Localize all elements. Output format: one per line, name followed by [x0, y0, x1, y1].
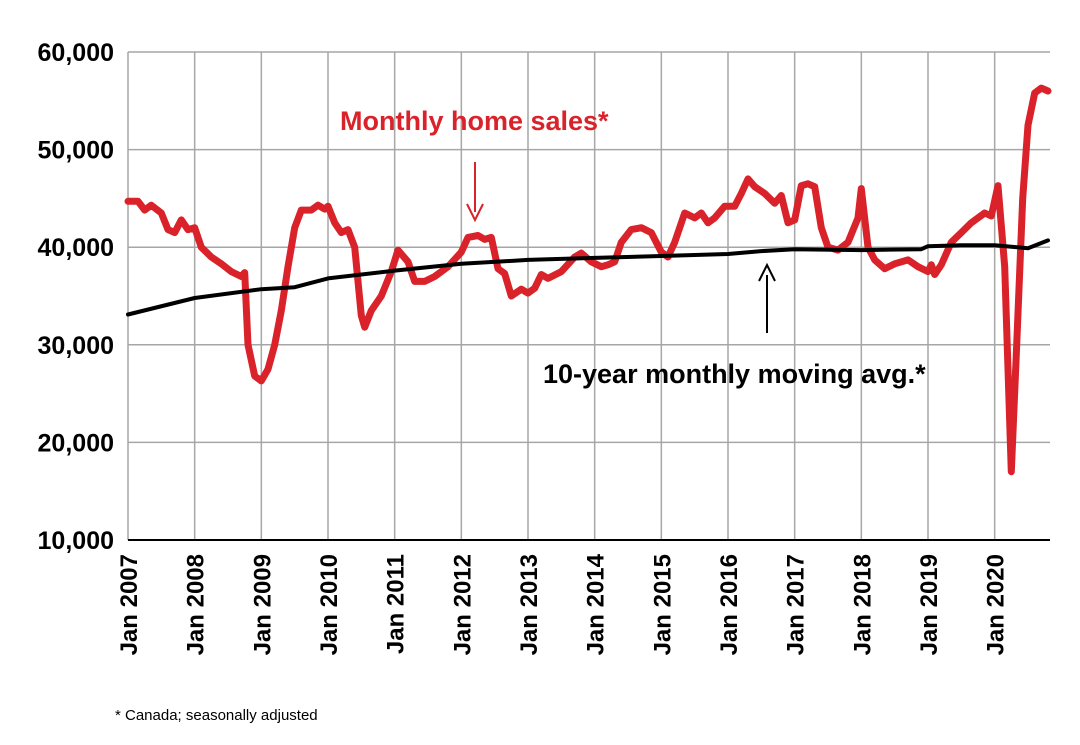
y-tick-label: 20,000	[38, 429, 114, 457]
x-tick-label: Jan 2017	[783, 554, 810, 655]
x-tick-label: Jan 2011	[383, 554, 410, 654]
x-tick-label: Jan 2019	[916, 554, 943, 655]
x-tick-label: Jan 2012	[449, 554, 476, 655]
series-line	[126, 238, 1050, 317]
x-tick-label: Jan 2020	[983, 554, 1010, 655]
y-tick-label: 50,000	[38, 137, 114, 165]
footnote: * Canada; seasonally adjusted	[115, 707, 318, 724]
x-tick-label: Jan 2013	[516, 554, 543, 655]
x-tick-label: Jan 2009	[249, 554, 276, 655]
y-tick-label: 60,000	[38, 39, 114, 67]
annotation: 10-year monthly moving avg.*	[543, 359, 926, 389]
x-tick-label: Jan 2007	[116, 554, 143, 655]
y-tick-label: 30,000	[38, 332, 114, 360]
x-tick-label: Jan 2010	[316, 554, 343, 655]
y-tick-label: 40,000	[38, 234, 114, 262]
arrow-head	[466, 203, 484, 223]
x-tick-label: Jan 2016	[716, 554, 743, 655]
y-tick-label: 10,000	[38, 527, 114, 555]
annotation: Monthly home sales*	[340, 106, 609, 136]
x-tick-label: Jan 2015	[649, 554, 676, 655]
arrow-head	[758, 262, 776, 282]
x-tick-label: Jan 2018	[849, 554, 876, 655]
plot: 10,000 20,000 30,000 40,000 50,000 60,000 Jan …	[38, 39, 1052, 655]
x-tick-label: Jan 2008	[183, 554, 210, 655]
x-tick-label: Jan 2014	[583, 553, 610, 655]
series-line	[124, 84, 1052, 476]
